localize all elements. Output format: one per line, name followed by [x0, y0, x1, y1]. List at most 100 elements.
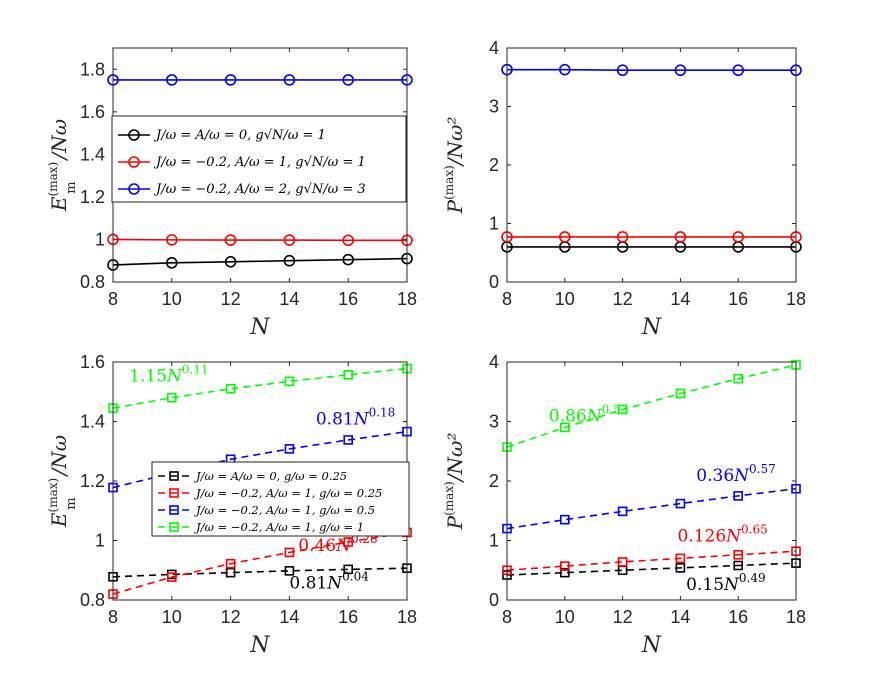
fit-annotation: 0.126N0.65 [678, 523, 768, 547]
y-axis-label: E(max) m/Nω [46, 435, 79, 528]
fit-annotation: 0.36N0.57 [696, 462, 775, 486]
y-axis-label-sub: m [64, 497, 79, 509]
fit-annotation-n: N [723, 575, 740, 595]
fit-annotation-n: N [166, 366, 183, 386]
legend-box [111, 115, 407, 203]
series-2-point [343, 537, 354, 547]
legend-swatch-marker [128, 129, 140, 141]
series-2-point [559, 561, 570, 571]
y-tick-label: 2 [489, 471, 499, 491]
x-tick-label: 14 [670, 289, 690, 309]
x-tick-label: 18 [397, 289, 417, 309]
series-4-point [167, 392, 177, 403]
fit-annotation-exponent: 0.57 [749, 462, 776, 476]
y-tick-label: 1 [489, 531, 499, 551]
x-tick-label: 8 [108, 607, 118, 627]
series-4-point [733, 373, 744, 384]
x-tick-label: 12 [613, 607, 633, 627]
y-tick-label: 0 [489, 590, 499, 610]
x-tick-label: 16 [338, 289, 358, 309]
y-axis-label: E(max) m/Nω [46, 119, 79, 212]
series-2-point [342, 234, 355, 247]
y-axis-label-tail: /Nω² [443, 433, 467, 484]
series-1-line [112, 567, 408, 578]
fit-annotation-n: N [335, 536, 352, 556]
y-tick-label: 1 [95, 531, 105, 551]
y-axis-label-sup: (max) [442, 165, 456, 200]
series-2-line [506, 550, 797, 572]
series-2-point [224, 234, 237, 246]
x-tick-label: 8 [108, 289, 118, 309]
series-4-line [506, 364, 797, 448]
fit-annotation-base: 0.81 [289, 574, 327, 594]
y-axis-label-main: E [47, 196, 71, 212]
series-1-point [342, 253, 355, 266]
series-2-point [167, 572, 177, 582]
y-tick-label: 1 [95, 229, 105, 249]
series-3-point [675, 498, 686, 509]
series-2-point [732, 231, 745, 243]
fit-annotation: 1.15N0.11 [129, 362, 208, 386]
series-2-point [283, 234, 296, 246]
series-3-point [616, 64, 629, 77]
legend-entry: J/ω = A/ω = 0, g√N/ω = 1 [153, 128, 326, 143]
legend-swatch-marker [169, 471, 179, 481]
x-axis-label: N [249, 315, 270, 340]
y-tick-label: 1.8 [80, 59, 105, 79]
y-axis-label-tail: /Nω [47, 119, 71, 162]
fit-annotation-exponent: 0.11 [182, 362, 209, 376]
series-3-point [284, 444, 295, 454]
series-3-point [343, 435, 354, 445]
x-tick-label: 14 [279, 289, 299, 309]
chart-panel-3: 8 10 12 14 16 180.811.21.41.6NE(max) m/Nω1.15N… [46, 352, 417, 658]
series-3-point [342, 74, 355, 86]
y-tick-label: 0.8 [80, 272, 105, 292]
x-tick-label: 10 [555, 289, 575, 309]
x-tick-label: 12 [221, 289, 241, 309]
fit-annotation: 0.15N0.49 [686, 571, 765, 595]
legend-entry: J/ω = −0.2, A/ω = 1, g/ω = 0.5 [194, 503, 375, 517]
y-axis-label: P(max)/Nω² [442, 117, 467, 215]
legend-swatch-marker [128, 183, 140, 195]
series-1-point [343, 564, 354, 575]
series-2-point [733, 549, 744, 560]
x-tick-label: 16 [728, 607, 748, 627]
series-1-point [225, 567, 236, 578]
y-tick-label: 2 [489, 155, 499, 175]
y-axis-label-main: P [443, 199, 467, 214]
fit-annotation-base: 0.46 [298, 536, 336, 556]
y-tick-label: 1 [489, 214, 499, 234]
legend-swatch-marker [169, 488, 179, 498]
legend-entry: J/ω = −0.2, A/ω = 1, g/ω = 0.25 [194, 486, 382, 500]
series-2-line [112, 238, 407, 242]
series-1-point [733, 560, 744, 571]
series-4-point [559, 422, 570, 433]
legend: J/ω = A/ω = 0, g√N/ω = 1 J/ω = −0.2, A/ω … [111, 115, 407, 203]
legend-entry: J/ω = A/ω = 0, g/ω = 0.25 [194, 469, 347, 483]
fit-annotation-exponent: 0.04 [342, 570, 369, 584]
axes-frame [506, 361, 797, 601]
series-1-point [283, 254, 296, 267]
chart-panel-4: 8 10 12 14 16 1801234NP(max)/Nω²0.86N0.530.36… [442, 352, 806, 658]
x-tick-label: 18 [786, 289, 806, 309]
fit-annotation-exponent: 0.49 [739, 571, 766, 585]
axes-frame [506, 47, 797, 283]
x-axis-label: N [641, 633, 662, 658]
y-tick-label: 4 [489, 352, 499, 372]
fit-annotation-exponent: 0.53 [602, 403, 629, 417]
fit-annotation-base: 1.15 [129, 366, 167, 386]
series-1-line [112, 257, 408, 266]
series-4-point [343, 369, 354, 380]
y-tick-label: 1.6 [80, 102, 105, 122]
series-3-point [674, 64, 687, 77]
x-tick-label: 16 [728, 289, 748, 309]
series-2-line [112, 531, 408, 595]
x-tick-label: 18 [397, 607, 417, 627]
x-tick-label: 14 [279, 607, 299, 627]
x-tick-label: 12 [613, 289, 633, 309]
x-tick-label: 18 [786, 607, 806, 627]
y-tick-label: 0 [489, 272, 499, 292]
legend-swatch-marker [169, 505, 179, 515]
